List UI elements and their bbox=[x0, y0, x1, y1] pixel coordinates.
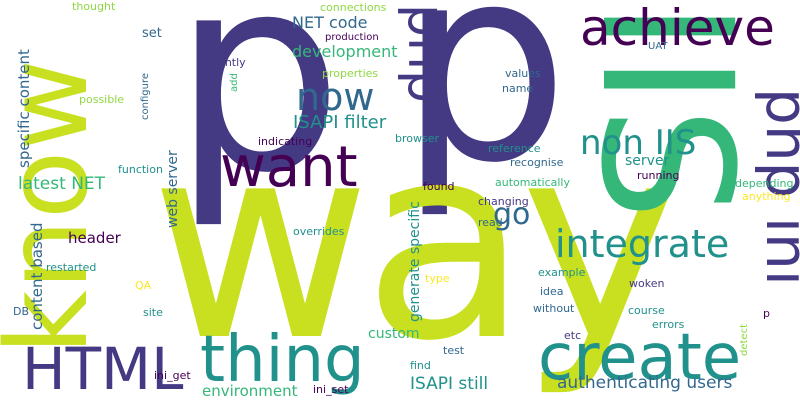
word-isapi-filter: ISAPI filter bbox=[293, 112, 387, 133]
word-net-code: NET code bbox=[292, 13, 368, 32]
word-thing: thing bbox=[200, 323, 365, 397]
word-authenticating-users: authenticating users bbox=[557, 373, 733, 393]
word-example: example bbox=[538, 266, 586, 279]
word-way: way bbox=[150, 85, 680, 400]
word-specific-content: specific content bbox=[15, 49, 33, 168]
word-function: function bbox=[118, 163, 163, 176]
word-found: found bbox=[423, 180, 455, 193]
word-go: go bbox=[493, 197, 531, 232]
word-db: DB bbox=[13, 305, 30, 318]
word-qa: QA bbox=[135, 279, 152, 292]
word-isapi-still: ISAPI still bbox=[410, 374, 489, 394]
word-p: p bbox=[172, 0, 344, 232]
word-without: without bbox=[533, 302, 575, 315]
word-want: want bbox=[220, 135, 358, 200]
word-integrate: integrate bbox=[555, 222, 730, 266]
word-recognise: recognise bbox=[510, 156, 564, 169]
word-indicating: indicating bbox=[258, 135, 313, 148]
word-thought: thought bbox=[72, 0, 116, 13]
word-ini-set: ini_set bbox=[313, 383, 349, 396]
word-woken: woken bbox=[629, 277, 665, 290]
word-environment: environment bbox=[202, 382, 298, 400]
word-errors: errors bbox=[652, 318, 685, 331]
word-properties: properties bbox=[322, 67, 379, 80]
word-possible: possible bbox=[79, 93, 125, 106]
word-restarted: restarted bbox=[46, 261, 97, 274]
word-p: p bbox=[398, 0, 570, 222]
word-connections: connections bbox=[320, 1, 387, 14]
word-automatically: automatically bbox=[495, 176, 570, 189]
word-production: production bbox=[325, 32, 379, 43]
word-html: HTML bbox=[22, 335, 184, 400]
word-create: create bbox=[538, 321, 742, 395]
word-custom: custom bbox=[368, 326, 420, 342]
word-development: development bbox=[292, 42, 398, 61]
word-p-small: p bbox=[763, 307, 770, 320]
word-content-based: content based bbox=[28, 222, 46, 330]
word-non-iis: non IIS bbox=[580, 123, 697, 163]
word-etc: etc bbox=[564, 329, 582, 342]
word-detect: detect bbox=[739, 324, 750, 356]
word-slightly: slightly bbox=[206, 56, 246, 69]
word-find: find bbox=[410, 359, 431, 372]
word-uat: UAT bbox=[648, 41, 668, 52]
word-header: header bbox=[68, 229, 121, 247]
word-add: add bbox=[229, 73, 240, 92]
word-server: server bbox=[625, 153, 670, 169]
word-type: type bbox=[425, 272, 450, 285]
word-generate-specific: generate specific bbox=[407, 201, 423, 322]
word-course: course bbox=[628, 304, 665, 317]
word-ini-get: ini_get bbox=[154, 369, 191, 382]
word-web-server: web server bbox=[165, 150, 181, 228]
word-reference: reference bbox=[488, 142, 541, 155]
word-depending: depending bbox=[735, 177, 794, 190]
word-php: php bbox=[396, 4, 456, 103]
word-read: read bbox=[478, 216, 503, 229]
word-achieve: achieve bbox=[580, 0, 775, 57]
word-anything: anything bbox=[742, 190, 791, 203]
word-values: values bbox=[505, 67, 541, 80]
word-now: now bbox=[296, 75, 375, 119]
word-test: test bbox=[443, 344, 465, 357]
word-site: site bbox=[143, 306, 163, 319]
word-changing: changing bbox=[478, 195, 529, 208]
word-idea: idea bbox=[540, 285, 564, 298]
word-latest-net: latest NET bbox=[18, 174, 106, 194]
word-overrides: overrides bbox=[293, 225, 345, 238]
word-configure: configure bbox=[140, 73, 151, 120]
word-browser: browser bbox=[395, 132, 440, 145]
word-set: set bbox=[142, 26, 162, 41]
word-name: name bbox=[502, 82, 534, 95]
word-running: running bbox=[637, 169, 680, 182]
